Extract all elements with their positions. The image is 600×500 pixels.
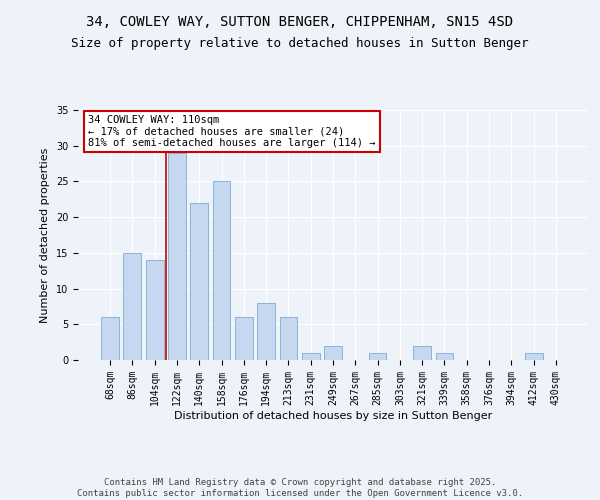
- Bar: [101, 317, 119, 360]
- X-axis label: Distribution of detached houses by size in Sutton Benger: Distribution of detached houses by size …: [174, 410, 492, 420]
- Bar: [235, 317, 253, 360]
- Bar: [212, 182, 230, 360]
- Bar: [257, 303, 275, 360]
- Bar: [368, 353, 386, 360]
- Bar: [124, 253, 142, 360]
- Bar: [524, 353, 542, 360]
- Bar: [168, 153, 186, 360]
- Text: Size of property relative to detached houses in Sutton Benger: Size of property relative to detached ho…: [71, 38, 529, 51]
- Text: 34, COWLEY WAY, SUTTON BENGER, CHIPPENHAM, SN15 4SD: 34, COWLEY WAY, SUTTON BENGER, CHIPPENHA…: [86, 15, 514, 29]
- Bar: [280, 317, 298, 360]
- Bar: [324, 346, 342, 360]
- Y-axis label: Number of detached properties: Number of detached properties: [40, 148, 50, 322]
- Bar: [146, 260, 164, 360]
- Bar: [302, 353, 320, 360]
- Bar: [413, 346, 431, 360]
- Bar: [190, 203, 208, 360]
- Bar: [436, 353, 454, 360]
- Text: 34 COWLEY WAY: 110sqm
← 17% of detached houses are smaller (24)
81% of semi-deta: 34 COWLEY WAY: 110sqm ← 17% of detached …: [88, 115, 376, 148]
- Text: Contains HM Land Registry data © Crown copyright and database right 2025.
Contai: Contains HM Land Registry data © Crown c…: [77, 478, 523, 498]
